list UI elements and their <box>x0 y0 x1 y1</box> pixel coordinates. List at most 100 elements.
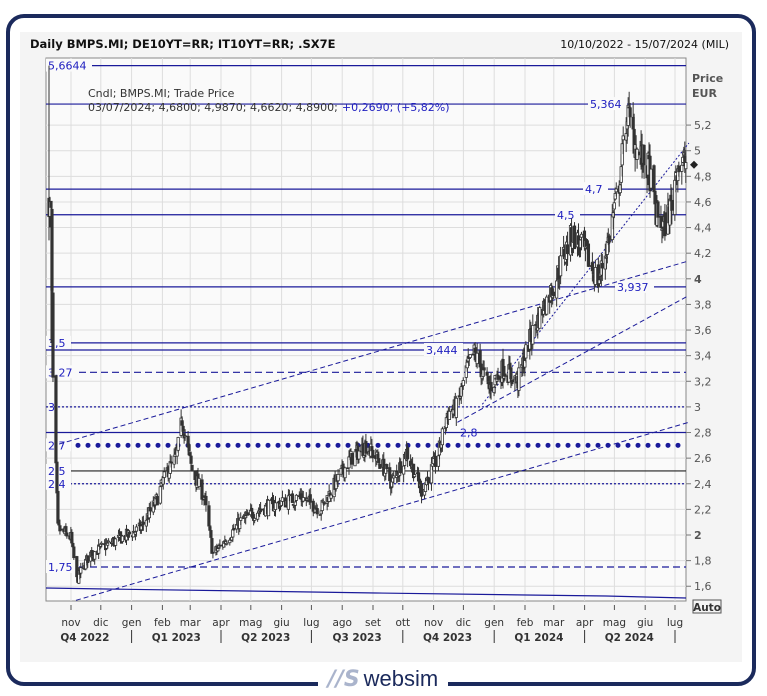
x-month-label: giu <box>637 617 653 629</box>
candle-body <box>56 490 60 524</box>
x-month-label: gen <box>484 617 504 629</box>
candle-body <box>680 164 684 172</box>
candle-body <box>412 474 417 478</box>
x-month-label: giu <box>273 617 289 629</box>
legend-change: +0,2690; (+5,82%) <box>342 101 450 114</box>
candle-body <box>207 505 211 527</box>
candle-body <box>79 567 83 574</box>
candle-body <box>559 255 563 277</box>
level-label-bg <box>46 438 71 452</box>
candle-body <box>621 135 625 141</box>
x-month-label: mar <box>543 617 565 629</box>
candle-body <box>86 555 90 564</box>
candle-body <box>656 201 660 218</box>
candle-body <box>572 225 577 250</box>
level-label: 4,5 <box>557 209 575 222</box>
trend-line <box>75 421 690 601</box>
y-tick-label: 2 <box>694 529 702 542</box>
candle-body <box>406 447 410 460</box>
candle-body <box>239 517 243 521</box>
candle-body <box>509 367 513 380</box>
candle-body <box>433 455 438 467</box>
candle-body <box>320 500 324 511</box>
y-tick-label: 5,2 <box>694 119 712 132</box>
candle-body <box>209 530 213 538</box>
x-month-label: mar <box>180 617 202 629</box>
candle-body <box>244 515 248 519</box>
candle-body <box>517 367 521 391</box>
candle-body <box>475 352 479 365</box>
chart-title: Daily BMPS.MI; DE10YT=RR; IT10YT=RR; .SX… <box>30 37 336 51</box>
y-axis-title-2: EUR <box>692 87 717 100</box>
level-label: 5,364 <box>590 98 622 111</box>
y-tick-label: 2,4 <box>694 478 712 491</box>
candle-body <box>510 379 514 385</box>
x-month-label: feb <box>154 617 171 629</box>
candle-body <box>663 212 667 237</box>
y-tick-label: 3 <box>694 401 701 414</box>
candle-body <box>293 501 297 506</box>
candle-body <box>399 461 403 474</box>
x-month-label: mag <box>239 617 262 629</box>
level-label: 3 <box>48 401 55 414</box>
x-quarter-label: Q2 2023 <box>241 632 290 644</box>
candle-body <box>54 375 58 464</box>
candle-body <box>440 428 444 446</box>
candle-body <box>58 525 62 532</box>
level-label: 2,8 <box>460 427 478 440</box>
candle-body <box>259 508 264 511</box>
candle-body <box>65 532 69 537</box>
candle-body <box>141 521 145 525</box>
y-tick-label: 2,8 <box>694 427 712 440</box>
websim-logo-text: websim <box>363 666 439 691</box>
candle-body <box>545 296 549 315</box>
candle-body <box>612 202 616 210</box>
candle-body <box>353 451 357 467</box>
candle-body <box>642 144 646 166</box>
candle-body <box>107 540 111 543</box>
y-tick-label: 3,4 <box>694 350 712 363</box>
candle-body <box>378 463 382 469</box>
candle-body <box>600 262 604 269</box>
y-tick-label: 4,2 <box>694 247 712 260</box>
x-quarter-label: Q4 2022 <box>60 632 109 644</box>
x-quarter-label: Q1 2023 <box>152 632 201 644</box>
candle-body <box>246 512 250 516</box>
candle-body <box>385 464 389 470</box>
candle-body <box>620 143 624 166</box>
level-label: 1,75 <box>48 561 73 574</box>
websim-logo-mark: //S <box>327 666 360 692</box>
legend-ohlc: 03/07/2024; 4,6800; 4,9870; 4,6620; 4,89… <box>88 101 450 114</box>
candle-body <box>176 437 180 451</box>
candle-body <box>343 467 347 479</box>
candle-body <box>392 475 396 479</box>
y-tick-label: 5 <box>694 145 701 158</box>
x-month-label: nov <box>61 617 80 629</box>
candle-body <box>290 493 294 503</box>
candle-body <box>350 452 354 465</box>
candle-body <box>329 494 333 499</box>
candle-body <box>49 200 53 208</box>
x-month-label: dic <box>93 617 109 629</box>
x-month-label: lug <box>667 617 683 629</box>
candle-body <box>653 190 657 205</box>
candle-body <box>218 544 222 547</box>
x-month-label: apr <box>212 617 230 629</box>
y-tick-label: 1,6 <box>694 580 712 593</box>
candle-body <box>489 382 493 392</box>
candle-body <box>677 165 681 173</box>
index-line <box>45 587 687 599</box>
candle-body <box>280 497 285 502</box>
candle-body <box>287 494 292 497</box>
level-label-bg <box>424 343 463 357</box>
auto-button-label: Auto <box>693 602 721 614</box>
candle-body <box>155 496 159 506</box>
auto-button[interactable]: Auto <box>692 599 722 614</box>
candle-body <box>72 546 76 559</box>
trend-line <box>58 260 690 445</box>
candle-body <box>189 455 193 464</box>
candle-body <box>461 380 465 387</box>
candle-body <box>301 497 305 502</box>
y-tick-label: 3,8 <box>694 298 712 311</box>
